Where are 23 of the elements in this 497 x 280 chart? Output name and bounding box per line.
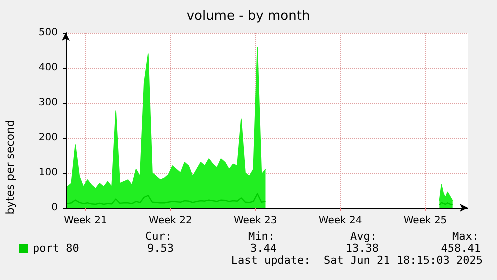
text: 458.41 [441, 242, 481, 255]
text: Last update: Sat Jun 21 18:15:03 2025 [231, 254, 483, 267]
x-tick-label: Week 22 [149, 216, 192, 226]
x-tick-label: Week 25 [404, 216, 448, 226]
text: 13.38 [346, 242, 379, 255]
legend-label: port 80 [33, 242, 80, 255]
chart-title: volume - by month [186, 9, 310, 24]
y-axis-title: bytes per second [4, 120, 17, 215]
text: Cur: [146, 230, 172, 243]
x-tick-label: Week 21 [64, 216, 108, 226]
text: 3.44 [250, 242, 278, 255]
x-tick-label: Week 24 [318, 216, 362, 226]
text: Max: [452, 230, 479, 243]
y-tick-label: 0 [52, 202, 58, 214]
y-tick-label: 100 [38, 168, 58, 178]
y-tick-label: 500 [38, 28, 58, 38]
y-tick-label: 400 [38, 62, 58, 74]
text: Avg: [350, 230, 377, 243]
x-tick-label: Week 23 [234, 216, 278, 226]
y-tick-label: 200 [38, 132, 58, 144]
text: Min: [248, 230, 275, 243]
text: 9.53 [148, 242, 174, 255]
y-tick-label: 300 [38, 98, 58, 108]
